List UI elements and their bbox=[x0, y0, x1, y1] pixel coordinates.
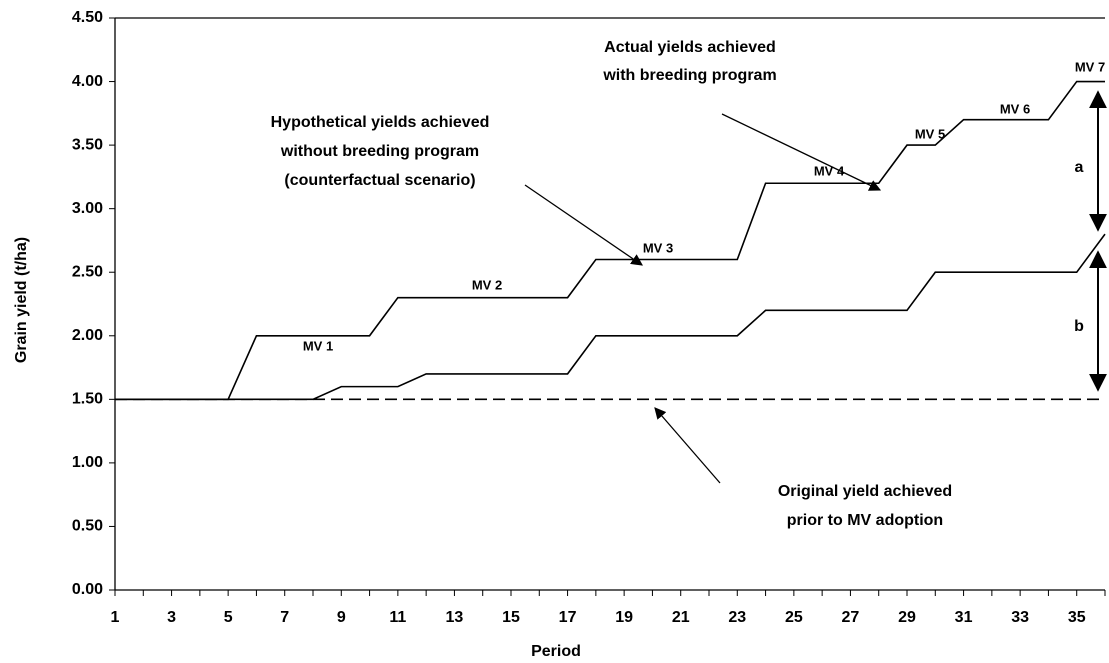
x-tick-label: 21 bbox=[672, 609, 690, 626]
x-tick-label: 35 bbox=[1068, 609, 1086, 626]
variety-label: MV 5 bbox=[915, 126, 945, 141]
annotation: Actual yields achieved bbox=[604, 39, 776, 56]
x-axis-title: Period bbox=[531, 643, 581, 660]
arrow bbox=[721, 113, 882, 191]
x-tick-label: 27 bbox=[842, 609, 860, 626]
x-tick-label: 19 bbox=[615, 609, 633, 626]
x-tick-label: 33 bbox=[1011, 609, 1029, 626]
y-tick-label: 3.50 bbox=[72, 136, 103, 153]
variety-label: MV 4 bbox=[814, 163, 845, 178]
x-tick-label: 15 bbox=[502, 609, 520, 626]
x-tick-label: 13 bbox=[446, 609, 464, 626]
variety-label: MV 7 bbox=[1075, 59, 1105, 74]
y-tick-label: 1.00 bbox=[72, 454, 103, 471]
x-tick-label: 7 bbox=[280, 609, 289, 626]
annotation: Hypothetical yields achieved bbox=[271, 114, 490, 131]
x-tick-label: 5 bbox=[224, 609, 233, 626]
y-tick-label: 2.00 bbox=[72, 327, 103, 344]
variety-label: MV 6 bbox=[1000, 101, 1030, 116]
x-tick-label: 1 bbox=[111, 609, 120, 626]
variety-label: MV 3 bbox=[643, 240, 673, 255]
y-tick-label: 0.50 bbox=[72, 518, 103, 535]
x-tick-label: 9 bbox=[337, 609, 346, 626]
x-tick-label: 17 bbox=[559, 609, 577, 626]
arrow bbox=[524, 184, 643, 266]
annotation: Original yield achieved bbox=[778, 483, 952, 500]
x-tick-label: 29 bbox=[898, 609, 916, 626]
y-tick-label: 2.50 bbox=[72, 263, 103, 280]
x-tick-label: 23 bbox=[728, 609, 746, 626]
annotation: prior to MV adoption bbox=[787, 512, 943, 529]
annotation: with breeding program bbox=[602, 67, 776, 84]
y-tick-label: 0.00 bbox=[72, 581, 103, 598]
y-tick-label: 4.00 bbox=[72, 73, 103, 90]
annotation: b bbox=[1074, 318, 1084, 335]
x-tick-label: 31 bbox=[955, 609, 973, 626]
x-tick-label: 25 bbox=[785, 609, 803, 626]
variety-label: MV 1 bbox=[303, 338, 333, 353]
annotation: a bbox=[1075, 159, 1084, 176]
y-tick-label: 3.00 bbox=[72, 200, 103, 217]
y-axis-title: Grain yield (t/ha) bbox=[13, 237, 30, 363]
series-line bbox=[115, 80, 1105, 401]
variety-label: MV 2 bbox=[472, 277, 502, 292]
y-tick-label: 1.50 bbox=[72, 391, 103, 408]
arrow bbox=[654, 407, 721, 484]
x-tick-label: 3 bbox=[167, 609, 176, 626]
y-tick-label: 4.50 bbox=[72, 9, 103, 26]
annotation: (counterfactual scenario) bbox=[284, 172, 475, 189]
x-tick-label: 11 bbox=[389, 609, 406, 626]
annotation: without breeding program bbox=[280, 143, 479, 160]
